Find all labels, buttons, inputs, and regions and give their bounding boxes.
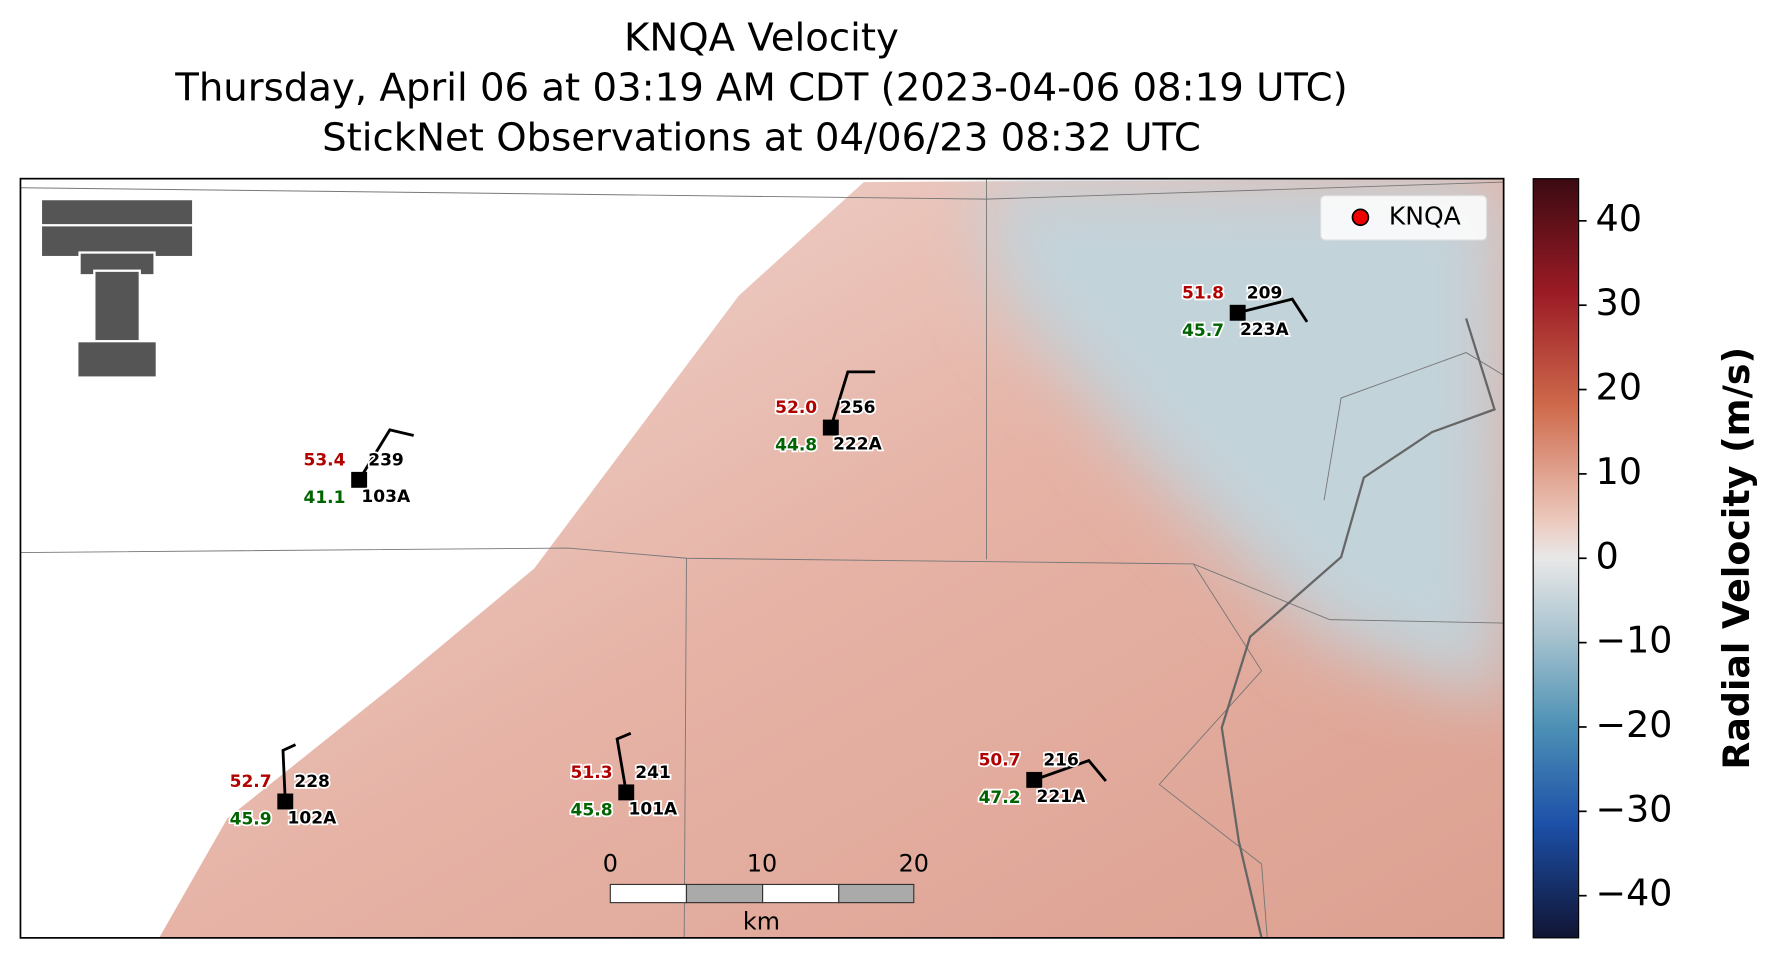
station-marker: [1229, 304, 1246, 321]
scale-tick-label: 20: [899, 850, 929, 878]
station-value: 216: [1043, 751, 1079, 771]
colorbar-tick-label: −30: [1596, 787, 1673, 830]
station-marker: [351, 471, 368, 488]
station-value: 256: [840, 398, 876, 418]
colorbar: [1532, 178, 1580, 939]
colorbar-tick-label: 20: [1596, 366, 1642, 409]
legend-label: KNQA: [1389, 201, 1461, 230]
dewpoint: 41.1: [303, 488, 345, 508]
dewpoint: 45.7: [1182, 321, 1224, 341]
dewpoint: 47.2: [979, 788, 1021, 808]
subtitle: Thursday, April 06 at 03:19 AM CDT (2023…: [174, 66, 1347, 111]
station-value: 241: [635, 763, 671, 783]
colorbar-tick-label: 30: [1596, 281, 1642, 324]
temperature: 51.8: [1182, 283, 1224, 303]
station-id: 101A: [629, 799, 679, 819]
station-id: 222A: [833, 435, 883, 455]
station-marker: [1026, 771, 1043, 788]
subtitle: StickNet Observations at 04/06/23 08:32 …: [322, 116, 1201, 161]
wind-barb: [829, 370, 876, 428]
station-marker: [822, 419, 839, 436]
radar-map: [20, 178, 1504, 938]
temperature: 50.7: [979, 751, 1021, 771]
wind-barb: [1033, 758, 1107, 782]
logo: [39, 197, 195, 379]
temperature: 52.0: [775, 398, 817, 418]
dewpoint: 45.9: [230, 810, 272, 830]
temperature: 53.4: [303, 451, 345, 471]
scale-bar: 0 10 20 km: [603, 850, 929, 936]
map-frame: [19, 177, 1505, 939]
scale-unit: km: [743, 908, 780, 936]
dewpoint: 44.8: [775, 436, 817, 456]
legend: KNQA: [1320, 195, 1488, 241]
temperature: 51.3: [571, 763, 613, 783]
colorbar-tick-label: 40: [1596, 197, 1642, 240]
station-id: 223A: [1240, 320, 1290, 340]
wind-barb: [357, 428, 415, 481]
stations: 53.4 41.1 239 103A 52.0 44.8 256 222A 51.8 45.7 20…: [228, 282, 1309, 831]
wind-barb: [281, 743, 297, 802]
colorbar-tick-label: −40: [1596, 872, 1673, 915]
station-value: 228: [294, 772, 330, 792]
colorbar-tick-label: 10: [1596, 450, 1642, 493]
colorbar-label: Radial Velocity (m/s): [1715, 347, 1758, 770]
station-id: 102A: [288, 809, 338, 829]
temperature: 52.7: [230, 772, 272, 792]
station-value: 209: [1247, 283, 1283, 303]
colorbar-tick-label: 0: [1596, 534, 1619, 577]
station-id: 103A: [361, 487, 411, 507]
station-marker: [277, 793, 294, 810]
station-id: 221A: [1037, 787, 1087, 807]
dewpoint: 45.8: [571, 801, 613, 821]
title: KNQA Velocity: [624, 16, 899, 61]
wind-barb: [615, 731, 632, 793]
wind-barb: [1237, 297, 1309, 323]
station-value: 239: [368, 451, 404, 471]
colorbar-tick-label: −20: [1596, 703, 1673, 746]
scale-tick-label: 10: [747, 850, 777, 878]
station-marker: [618, 784, 635, 801]
scale-tick-label: 0: [603, 850, 618, 878]
legend-marker: [1351, 208, 1370, 227]
colorbar-tick-label: −10: [1596, 619, 1673, 662]
